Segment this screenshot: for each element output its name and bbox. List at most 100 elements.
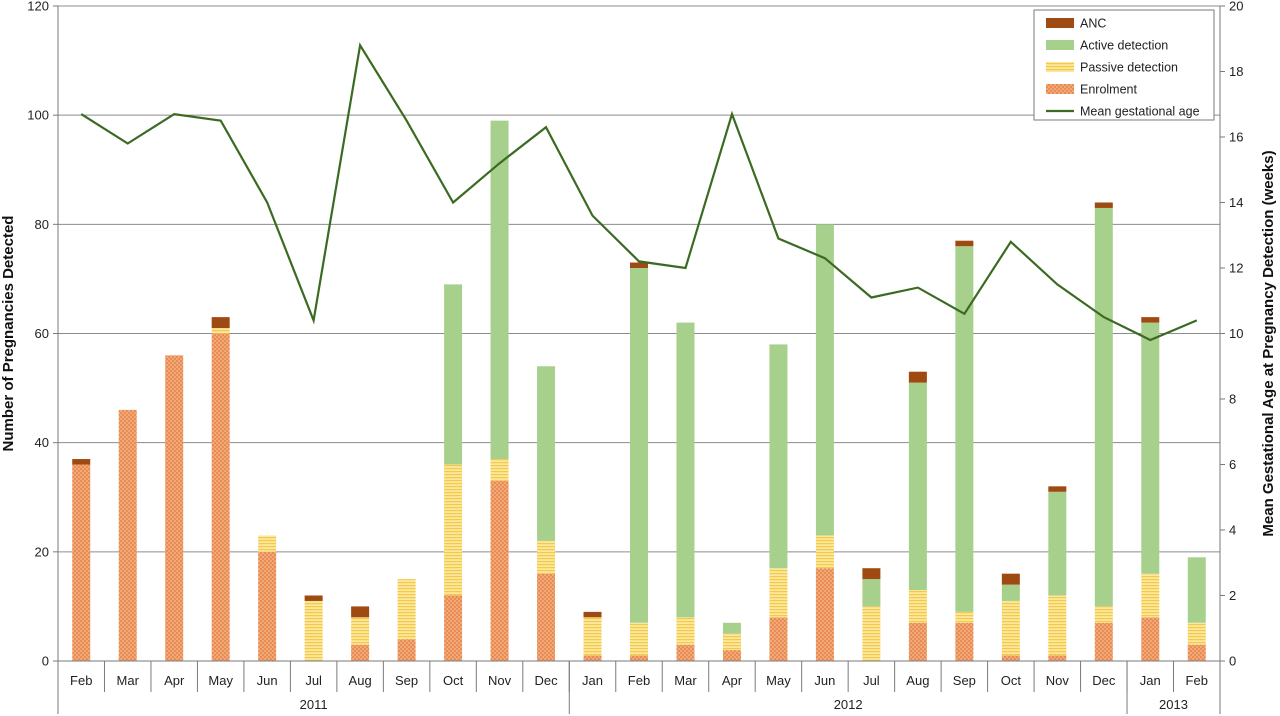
legend-swatch-passive-detection xyxy=(1046,62,1074,72)
right-tick-label-12: 12 xyxy=(1229,261,1243,276)
bar-enrolment-14 xyxy=(722,650,741,661)
bar-anc-5 xyxy=(304,595,323,601)
category-label-0: Feb xyxy=(70,673,92,688)
right-tick-label-6: 6 xyxy=(1229,457,1236,472)
category-label-8: Oct xyxy=(443,673,464,688)
left-tick-label-40: 40 xyxy=(35,435,49,450)
bar-anc-0 xyxy=(72,459,91,465)
bar-enrolment-16 xyxy=(815,568,834,661)
bar-enrolment-9 xyxy=(490,480,509,661)
bar-enrolment-0 xyxy=(72,464,91,661)
category-label-17: Jul xyxy=(863,673,880,688)
bar-active-detection-15 xyxy=(769,344,788,569)
category-label-18: Aug xyxy=(906,673,929,688)
right-tick-label-10: 10 xyxy=(1229,326,1243,341)
bar-passive-detection-20 xyxy=(1001,600,1020,656)
bars xyxy=(72,120,1206,661)
category-label-11: Jan xyxy=(582,673,603,688)
bar-passive-detection-23 xyxy=(1141,573,1160,618)
bar-enrolment-10 xyxy=(537,573,556,661)
bar-anc-23 xyxy=(1141,317,1160,323)
legend-swatch-anc xyxy=(1046,18,1074,28)
line-mean-gestational-age xyxy=(80,42,1198,342)
bar-passive-detection-7 xyxy=(397,579,416,640)
year-label-2011: 2011 xyxy=(300,697,328,712)
bar-active-detection-8 xyxy=(444,284,463,465)
bar-passive-detection-8 xyxy=(444,464,463,596)
bar-enrolment-15 xyxy=(769,617,788,661)
category-label-21: Nov xyxy=(1046,673,1070,688)
bar-active-detection-20 xyxy=(1001,584,1020,601)
category-label-24: Feb xyxy=(1186,673,1208,688)
bar-enrolment-4 xyxy=(258,551,277,661)
line-series xyxy=(80,42,1198,342)
bar-enrolment-20 xyxy=(1001,655,1020,661)
category-label-1: Mar xyxy=(117,673,140,688)
bar-anc-22 xyxy=(1094,202,1113,208)
bar-passive-detection-9 xyxy=(490,459,509,481)
bar-enrolment-7 xyxy=(397,639,416,661)
bar-passive-detection-21 xyxy=(1048,595,1067,656)
bar-passive-detection-10 xyxy=(537,540,556,574)
bar-active-detection-18 xyxy=(908,382,927,591)
bar-active-detection-22 xyxy=(1094,207,1113,607)
year-label-2012: 2012 xyxy=(834,697,863,712)
legend-label-passive-detection: Passive detection xyxy=(1080,61,1178,75)
bar-enrolment-2 xyxy=(165,355,184,661)
bar-active-detection-24 xyxy=(1187,557,1206,623)
left-tick-label-80: 80 xyxy=(35,217,49,232)
legend-label-anc: ANC xyxy=(1080,17,1106,31)
right-tick-label-4: 4 xyxy=(1229,523,1236,538)
bar-active-detection-17 xyxy=(862,579,881,607)
right-tick-label-2: 2 xyxy=(1229,588,1236,603)
bar-active-detection-14 xyxy=(722,622,741,634)
bar-passive-detection-17 xyxy=(862,606,881,661)
left-tick-label-100: 100 xyxy=(27,108,49,123)
legend-swatch-enrolment xyxy=(1046,84,1074,94)
category-label-13: Mar xyxy=(674,673,697,688)
y-axis-right-title: Mean Gestational Age at Pregnancy Detect… xyxy=(1260,150,1277,536)
right-tick-label-18: 18 xyxy=(1229,64,1243,79)
bar-passive-detection-24 xyxy=(1187,622,1206,645)
y-axis-title: Number of Pregnancies Detected xyxy=(0,216,17,452)
bar-anc-20 xyxy=(1001,573,1020,585)
category-label-3: May xyxy=(208,673,233,688)
category-label-12: Feb xyxy=(628,673,650,688)
bar-anc-12 xyxy=(630,262,648,268)
bar-passive-detection-19 xyxy=(955,611,974,623)
bar-active-detection-23 xyxy=(1141,322,1160,574)
bar-enrolment-21 xyxy=(1048,655,1067,661)
bar-anc-6 xyxy=(351,606,370,618)
bar-passive-detection-5 xyxy=(304,600,323,661)
category-label-19: Sep xyxy=(953,673,976,688)
bar-passive-detection-14 xyxy=(722,633,741,651)
bar-passive-detection-18 xyxy=(908,590,927,623)
bar-passive-detection-22 xyxy=(1094,606,1113,623)
legend-swatch-active-detection xyxy=(1046,40,1074,50)
bar-passive-detection-16 xyxy=(815,535,834,569)
category-label-14: Apr xyxy=(722,673,743,688)
category-label-23: Jan xyxy=(1140,673,1161,688)
legend-label-mean-gestational-age: Mean gestational age xyxy=(1080,105,1200,119)
right-tick-label-16: 16 xyxy=(1229,130,1243,145)
bar-passive-detection-13 xyxy=(676,617,695,645)
bar-active-detection-13 xyxy=(676,322,695,618)
legend-label-active-detection: Active detection xyxy=(1080,39,1168,53)
bar-active-detection-9 xyxy=(490,120,509,460)
bar-anc-17 xyxy=(862,568,881,580)
bar-enrolment-18 xyxy=(908,622,927,661)
right-tick-label-8: 8 xyxy=(1229,392,1236,407)
bar-enrolment-6 xyxy=(351,644,370,661)
category-label-5: Jul xyxy=(305,673,322,688)
bar-active-detection-10 xyxy=(537,366,556,541)
bar-anc-18 xyxy=(908,371,927,383)
right-tick-label-20: 20 xyxy=(1229,0,1243,14)
bar-passive-detection-12 xyxy=(630,622,648,656)
bar-passive-detection-15 xyxy=(769,568,788,618)
legend: ANC Active detection Passive detection Enro… xyxy=(1033,9,1215,121)
category-label-7: Sep xyxy=(395,673,418,688)
category-label-6: Aug xyxy=(349,673,372,688)
bar-enrolment-3 xyxy=(211,333,230,661)
